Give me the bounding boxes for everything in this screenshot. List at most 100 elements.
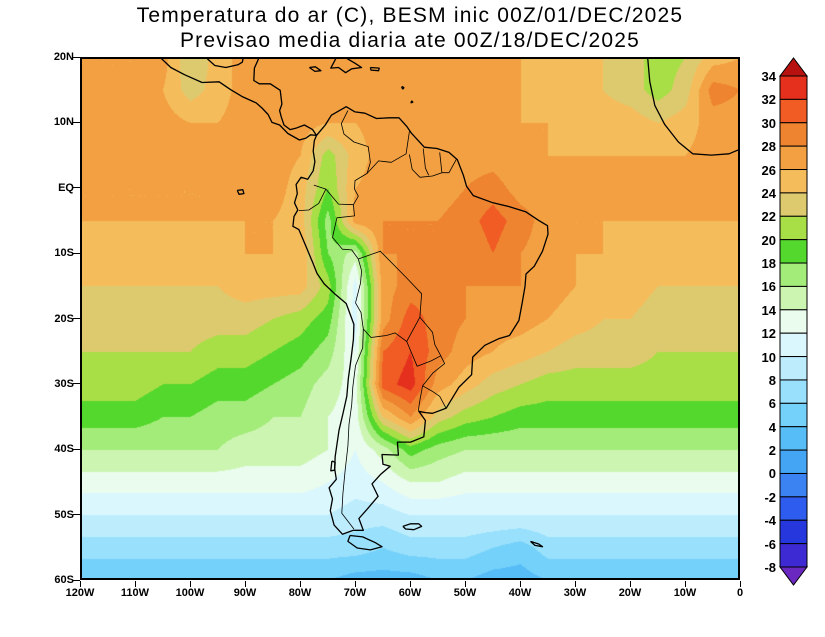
colorbar-segment xyxy=(779,519,808,545)
colorbar-tick-label: 22 xyxy=(761,209,776,225)
colorbar-segment xyxy=(779,379,808,404)
lat-axis-label: 40S xyxy=(54,443,74,456)
lon-axis-tick xyxy=(409,581,411,587)
colorbar-segment xyxy=(779,98,808,124)
country-border xyxy=(358,250,422,318)
lat-axis-label: 60S xyxy=(54,574,74,586)
lat-axis-tick xyxy=(73,318,80,319)
map-overlay xyxy=(80,57,740,580)
lat-axis-label: 50S xyxy=(54,508,74,521)
lon-axis-label: 100W xyxy=(175,587,205,599)
lon-axis-tick xyxy=(244,581,246,587)
colorbar-tick-label: 24 xyxy=(761,185,776,201)
lon-axis-tick xyxy=(299,581,301,587)
lat-axis-label: 20S xyxy=(54,312,74,325)
colorbar-segment xyxy=(779,145,808,171)
colorbar-tick-label: -4 xyxy=(764,513,776,529)
coastline xyxy=(402,523,423,531)
colorbar-tick-label: 14 xyxy=(761,302,776,318)
colorbar-arrow-above-max xyxy=(779,57,808,77)
coastline xyxy=(530,540,544,548)
coastline xyxy=(369,66,380,72)
lon-axis-label: 70W xyxy=(343,587,367,599)
lat-axis-tick xyxy=(73,121,80,123)
colorbar-tick-label: 30 xyxy=(761,115,776,131)
lon-axis-tick xyxy=(574,581,576,587)
coastline xyxy=(159,57,317,141)
colorbar-tick-label: -2 xyxy=(764,489,776,505)
country-border xyxy=(341,328,364,530)
colorbar-tick-label: 18 xyxy=(761,256,776,272)
colorbar-tick-label: -8 xyxy=(764,560,776,575)
coastline xyxy=(309,66,322,73)
plot-area xyxy=(80,57,740,580)
colorbar-segment xyxy=(779,169,808,194)
lat-axis-tick xyxy=(73,448,80,450)
country-border xyxy=(332,204,362,271)
colorbar-segment xyxy=(779,543,808,568)
coastline xyxy=(253,57,318,136)
lat-axis-label: 20N xyxy=(53,51,74,63)
country-border xyxy=(419,152,443,178)
colorbar-tick-label: 32 xyxy=(761,92,776,108)
lon-axis-label: 20W xyxy=(618,587,642,599)
colorbar-segment xyxy=(779,472,808,498)
lat-axis-tick xyxy=(73,579,80,581)
temperature-field xyxy=(80,57,740,580)
colorbar-segment xyxy=(779,309,808,334)
colorbar-tick-label: 12 xyxy=(761,326,776,342)
lon-axis-tick xyxy=(629,581,631,587)
colorbar-tick-label: 34 xyxy=(761,69,776,84)
colorbar-segment xyxy=(779,122,808,147)
lat-axis-tick xyxy=(73,252,80,254)
lat-axis-label: 10S xyxy=(54,247,74,260)
lon-axis-tick xyxy=(134,581,136,587)
colorbar-tick-label: -6 xyxy=(764,536,776,552)
colorbar-tick-label: 20 xyxy=(761,232,776,248)
colorbar-segment xyxy=(779,332,808,358)
coastline xyxy=(292,106,549,535)
colorbar-tick-label: 26 xyxy=(761,162,776,178)
lon-axis-tick xyxy=(354,581,356,587)
coastline xyxy=(410,100,414,104)
country-border xyxy=(298,188,327,211)
country-border xyxy=(355,270,362,303)
lon-axis-tick xyxy=(79,581,81,587)
lon-axis-label: 110W xyxy=(120,587,150,599)
country-border xyxy=(366,131,410,174)
lon-axis-label: 80W xyxy=(288,587,312,599)
colorbar-tick-label: 10 xyxy=(761,349,776,365)
lat-axis-label: 10N xyxy=(53,116,74,129)
colorbar: 34 32 30 28 26 24 22 20 18 16 14 12 10 8 6 4 2 0 -2 -4 -6 -8 xyxy=(734,52,820,607)
map-frame xyxy=(80,57,740,580)
country-border xyxy=(441,159,457,174)
colorbar-tick-label: 16 xyxy=(761,279,776,295)
lon-axis-label: 50W xyxy=(453,587,477,599)
coastline xyxy=(646,57,740,156)
colorbar-svg xyxy=(779,57,808,586)
colorbar-arrow-below-min xyxy=(779,566,808,586)
lon-axis-tick xyxy=(519,581,521,587)
country-border xyxy=(422,148,430,176)
colorbar-segment xyxy=(779,426,808,451)
country-border xyxy=(409,154,421,178)
country-border xyxy=(355,302,421,342)
country-border xyxy=(417,355,445,411)
lon-axis-label: 60W xyxy=(398,587,422,599)
title-line-1: Temperatura do ar (C), BESM inic 00Z/01/… xyxy=(136,4,684,27)
coastline xyxy=(236,189,245,195)
coastline xyxy=(330,57,363,74)
colorbar-segment xyxy=(779,262,808,287)
country-border xyxy=(422,385,447,409)
lat-axis-tick xyxy=(73,514,80,516)
figure-title: Temperatura do ar (C), BESM inic 00Z/01/… xyxy=(60,3,760,53)
colorbar-segment xyxy=(779,356,808,381)
lon-axis-label: 120W xyxy=(65,587,95,599)
coastline xyxy=(330,460,336,472)
lat-axis-tick xyxy=(73,383,80,385)
lon-axis-label: 40W xyxy=(508,587,532,599)
colorbar-tick-label: 28 xyxy=(761,139,776,155)
colorbar-segment xyxy=(779,496,808,521)
coastline xyxy=(401,85,405,90)
colorbar-tick-label: 0 xyxy=(768,466,776,482)
